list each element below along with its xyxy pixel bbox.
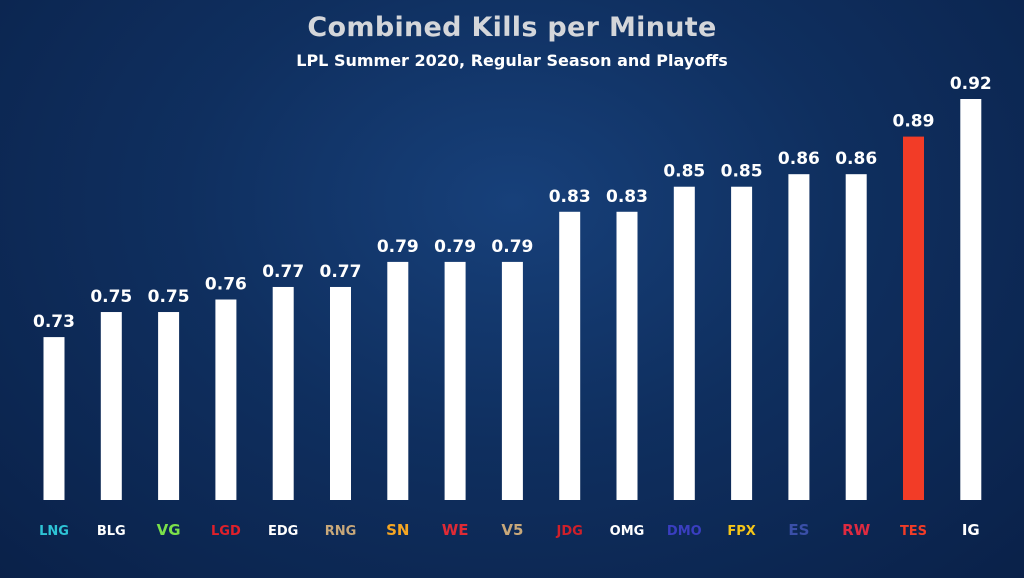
team-logo-lng: LNG bbox=[39, 524, 69, 539]
data-label: 0.79 bbox=[434, 237, 476, 257]
data-label: 0.86 bbox=[778, 149, 820, 169]
data-label: 0.75 bbox=[148, 287, 190, 307]
team-logo-v5: V5 bbox=[501, 521, 523, 539]
bar-ig bbox=[960, 99, 982, 500]
data-label: 0.79 bbox=[377, 237, 419, 257]
data-label: 0.77 bbox=[320, 262, 362, 282]
data-label: 0.86 bbox=[835, 149, 877, 169]
bar-dmo bbox=[673, 186, 695, 500]
team-logo-omg: OMG bbox=[610, 524, 645, 539]
bar-es bbox=[788, 174, 810, 500]
bar-jdg bbox=[559, 211, 581, 500]
bar-omg bbox=[616, 211, 638, 500]
team-logo-tes: TES bbox=[900, 524, 927, 539]
team-logo-ig: IG bbox=[962, 521, 980, 539]
bar-vg bbox=[158, 312, 180, 500]
chart-subtitle: LPL Summer 2020, Regular Season and Play… bbox=[296, 51, 728, 70]
data-label: 0.89 bbox=[893, 112, 935, 132]
team-logo-dmo: DMO bbox=[667, 524, 702, 539]
team-logo-rw: RW bbox=[842, 521, 871, 539]
team-logo-vg: VG bbox=[157, 521, 181, 539]
bar-fpx bbox=[731, 186, 753, 500]
bar-rng bbox=[330, 286, 351, 500]
data-label: 0.83 bbox=[549, 187, 591, 207]
team-logo-we: WE bbox=[442, 521, 469, 539]
team-logo-fpx: FPX bbox=[727, 524, 755, 539]
chart-title: Combined Kills per Minute bbox=[307, 12, 717, 43]
data-label: 0.85 bbox=[663, 162, 705, 182]
data-label: 0.77 bbox=[262, 262, 304, 282]
bar-sn bbox=[387, 261, 409, 500]
team-logo-edg: EDG bbox=[268, 524, 298, 539]
bar-rw bbox=[845, 174, 867, 500]
data-label: 0.73 bbox=[33, 312, 75, 332]
bar-we bbox=[444, 261, 466, 500]
bar-lgd bbox=[215, 299, 237, 500]
data-label: 0.76 bbox=[205, 275, 247, 295]
data-label: 0.75 bbox=[90, 287, 132, 307]
data-label: 0.79 bbox=[491, 237, 533, 257]
team-logo-rng: RNG bbox=[325, 524, 357, 539]
team-logo-sn: SN bbox=[386, 521, 409, 539]
bar-lng bbox=[43, 337, 65, 500]
team-logo-blg: BLG bbox=[97, 524, 126, 539]
data-label: 0.92 bbox=[950, 74, 992, 94]
bar-tes bbox=[903, 136, 924, 500]
team-logo-jdg: JDG bbox=[556, 524, 583, 539]
team-logo-lgd: LGD bbox=[211, 524, 241, 539]
bar-v5 bbox=[501, 261, 523, 500]
data-label: 0.83 bbox=[606, 187, 648, 207]
bar-edg bbox=[272, 286, 294, 500]
team-logo-es: ES bbox=[788, 521, 809, 539]
bar-blg bbox=[100, 312, 122, 500]
data-label: 0.85 bbox=[721, 162, 763, 182]
